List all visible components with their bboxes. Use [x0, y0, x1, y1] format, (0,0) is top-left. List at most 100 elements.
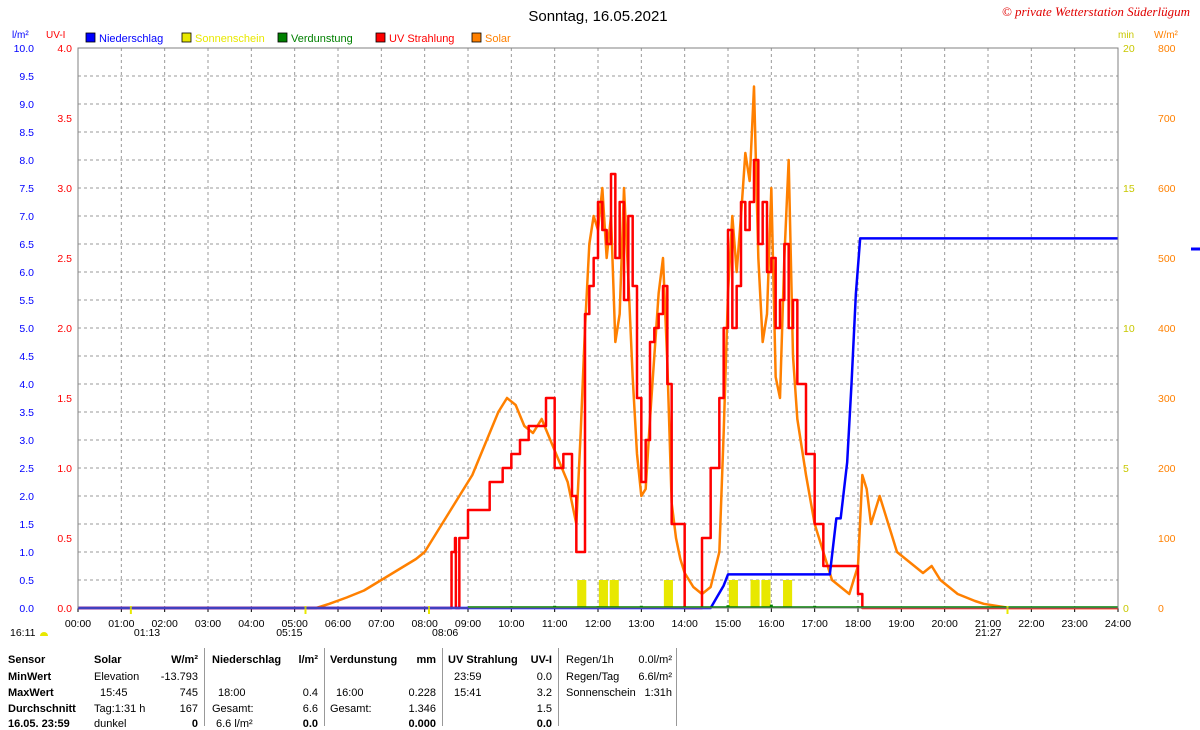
solar-avg-label: Tag:1:31 h	[94, 703, 146, 715]
unit-uv: UV-I	[46, 30, 65, 41]
sunshine-bar-2	[609, 580, 619, 608]
niederschlag-max-label: 18:00	[218, 687, 246, 699]
xtick-label-23: 23:00	[1062, 618, 1088, 630]
tick-uv-0: 0.0	[57, 603, 72, 615]
tick-uv-6: 3.0	[57, 183, 72, 195]
tick-precip-17: 8.5	[19, 127, 34, 139]
solar-min-value: -13.793	[160, 671, 198, 683]
tick-uv-3: 1.5	[57, 393, 72, 405]
xtick-label-20: 20:00	[932, 618, 958, 630]
sunshine-bar-5	[750, 580, 760, 608]
marker-tick-3	[428, 606, 430, 614]
tick-precip-12: 6.0	[19, 267, 34, 279]
copyright: © private Wetterstation Süderlügum	[1002, 4, 1190, 19]
niederschlag-sum-value: 6.6	[302, 703, 318, 715]
xtick-label-6: 06:00	[325, 618, 351, 630]
separator	[558, 648, 559, 726]
chart-title: Sonntag, 16.05.2021	[528, 8, 667, 25]
xtick-label-3: 03:00	[195, 618, 221, 630]
unit-precip: l/m²	[12, 30, 29, 41]
uv-header: UV Strahlung	[448, 654, 518, 666]
legend-label-2: Verdunstung	[291, 33, 353, 45]
marker-tick-2	[304, 606, 307, 614]
xtick-label-11: 11:00	[542, 618, 568, 630]
tick-solar-0: 0	[1158, 603, 1164, 615]
legend: Niederschlag Sonnenschein Verdunstung UV St…	[85, 32, 511, 45]
verdunstung-header: Verdunstung	[330, 654, 398, 666]
xtick-label-13: 13:00	[628, 618, 654, 630]
solar-header: Solar	[94, 654, 122, 666]
row-minwert: MinWert	[8, 671, 52, 683]
niederschlag-max-value: 0.4	[302, 687, 318, 699]
tick-solar-6: 600	[1158, 183, 1176, 195]
uv-unit: UV-I	[530, 654, 552, 666]
solar-max-value: 745	[179, 687, 198, 699]
xtick-label-16: 16:00	[758, 618, 784, 630]
tick-precip-4: 2.0	[19, 491, 34, 503]
verdunstung-sum-value: 1.346	[408, 703, 436, 715]
uv-min-value: 0.0	[536, 671, 552, 683]
xtick-label-17: 17:00	[802, 618, 828, 630]
tick-min-1: 5	[1123, 463, 1129, 475]
niederschlag-header: Niederschlag	[212, 654, 282, 666]
lines	[78, 85, 1118, 610]
regentag-label: Regen/Tag	[566, 671, 620, 683]
xtick-label-2: 02:00	[152, 618, 178, 630]
xtick-label-5: 05:00	[282, 618, 308, 630]
tick-uv-7: 3.5	[57, 113, 72, 125]
solar-now-label: dunkel	[94, 718, 127, 730]
tick-min-3: 15	[1123, 183, 1135, 195]
xtick-label-1: 01:00	[108, 618, 134, 630]
uv-min-label: 23:59	[454, 671, 482, 683]
verdunstung-max-label: 16:00	[336, 687, 364, 699]
marker-label-2: 05:15	[276, 627, 302, 639]
xtick-label-19: 19:00	[888, 618, 914, 630]
unit-min: min	[1118, 30, 1134, 41]
uv-line	[78, 158, 1118, 610]
uv-avg-value: 1.5	[536, 703, 552, 715]
xtick-label-0: 00:00	[65, 618, 91, 630]
tick-precip-16: 8.0	[19, 155, 34, 167]
legend-swatch-0	[85, 32, 96, 43]
xtick-label-9: 09:00	[455, 618, 481, 630]
xtick-label-12: 12:00	[585, 618, 611, 630]
tick-uv-4: 2.0	[57, 323, 72, 335]
solar-avg-value: 167	[179, 703, 198, 715]
tick-precip-3: 1.5	[19, 519, 34, 531]
sunshine-bar-4	[728, 580, 738, 608]
xtick-label-15: 15:00	[715, 618, 741, 630]
uv-max-label: 15:41	[454, 687, 482, 699]
xtick-label-18: 18:00	[845, 618, 871, 630]
legend-label-0: Niederschlag	[99, 33, 163, 45]
xtick-label-10: 10:00	[498, 618, 524, 630]
regentag-value: 6.6l/m²	[638, 671, 672, 683]
marker-label-1: 01:13	[134, 627, 160, 639]
solar-max-label: 15:45	[100, 687, 128, 699]
sunshine-bar-7	[783, 580, 793, 608]
verdunstung-max-value: 0.228	[408, 687, 436, 699]
tick-precip-9: 4.5	[19, 351, 34, 363]
niederschlag-now-value: 0.0	[302, 718, 318, 730]
separator	[204, 648, 205, 726]
legend-swatch-3	[375, 32, 386, 43]
tick-precip-18: 9.0	[19, 99, 34, 111]
legend-swatch-1	[181, 32, 192, 43]
xtick-label-21: 21:00	[975, 618, 1001, 630]
regen1h-value: 0.0l/m²	[638, 654, 672, 666]
sunshine-bar-6	[761, 580, 771, 608]
plot-frame	[77, 47, 1119, 609]
unit-solar: W/m²	[1154, 30, 1179, 41]
solar-min-label: Elevation	[94, 671, 140, 683]
summary-table: Sensor MinWert MaxWert Durchschnitt 16.0…	[0, 648, 1200, 730]
xtick-label-4: 04:00	[238, 618, 264, 630]
sunshine-bar-0	[577, 580, 587, 608]
separator	[442, 648, 443, 726]
row-maxwert: MaxWert	[8, 687, 54, 699]
precipitation-line	[78, 237, 1118, 610]
xtick-label-14: 14:00	[672, 618, 698, 630]
verdunstung-sum-label: Gesamt:	[330, 703, 372, 715]
marker-label-3: 08:06	[432, 627, 458, 639]
separator	[324, 648, 325, 726]
solar-line	[78, 85, 1118, 610]
solar-now-value: 0	[191, 718, 198, 730]
